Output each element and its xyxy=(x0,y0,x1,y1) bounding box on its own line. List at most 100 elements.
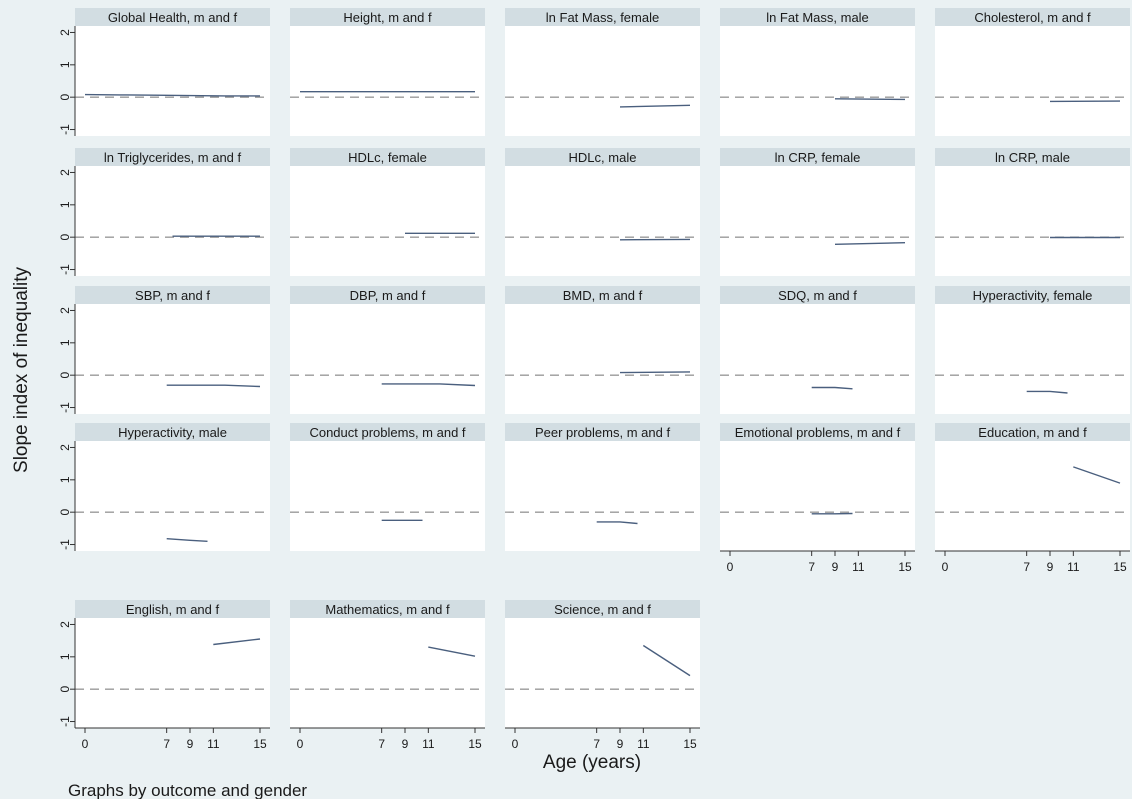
panel-strip xyxy=(935,8,1130,26)
x-tick-label: 9 xyxy=(617,737,624,751)
x-tick-label: 7 xyxy=(163,737,170,751)
series-line xyxy=(428,646,476,657)
plot-area xyxy=(505,304,700,414)
x-tick-label: 11 xyxy=(207,737,220,751)
x-tick-label: 11 xyxy=(637,737,650,751)
panels: Global Health, m and f 2 1 0 -1 Height, m and… xyxy=(58,8,1130,751)
panel: ln CRP, female xyxy=(720,148,915,276)
x-tick-label: 11 xyxy=(1067,560,1080,574)
panel-title: Hyperactivity, male xyxy=(118,425,227,440)
y-tick-label: 2 xyxy=(58,307,72,314)
panel-title: Hyperactivity, female xyxy=(973,288,1093,303)
panel: Emotional problems, m and f 0 7 9 11 15 xyxy=(720,423,915,574)
panel: English, m and f 2 1 0 -1 0 7 9 11 15 xyxy=(58,600,270,751)
y-tick-label: -1 xyxy=(58,716,72,727)
series-line xyxy=(811,386,853,390)
panel: Hyperactivity, male 2 1 0 -1 xyxy=(58,423,270,551)
x-tick-label: 15 xyxy=(253,737,267,751)
panel: ln Fat Mass, male xyxy=(720,8,915,136)
plot-area xyxy=(505,26,700,136)
panel-strip xyxy=(935,286,1130,304)
plot-area xyxy=(720,166,915,276)
panel: Education, m and f 0 7 9 11 15 xyxy=(935,423,1130,574)
panel: HDLc, male xyxy=(505,148,700,276)
y-tick-label: 2 xyxy=(58,169,72,176)
plot-area xyxy=(75,166,270,276)
x-tick-label: 15 xyxy=(1113,560,1127,574)
series-line xyxy=(381,383,476,387)
series-line xyxy=(619,104,691,108)
panel-strip xyxy=(720,148,915,166)
x-tick-label: 7 xyxy=(378,737,385,751)
x-tick-label: 11 xyxy=(422,737,435,751)
panel-title: HDLc, female xyxy=(348,150,427,165)
series-line xyxy=(166,538,208,542)
panel: Cholesterol, m and f xyxy=(935,8,1130,136)
y-tick-label: 0 xyxy=(58,509,72,516)
series-line xyxy=(166,384,261,388)
panel-title: English, m and f xyxy=(126,602,220,617)
plot-area xyxy=(505,441,700,551)
x-tick-label: 9 xyxy=(187,737,194,751)
panel-strip xyxy=(720,423,915,441)
plot-area xyxy=(75,26,270,136)
series-line xyxy=(84,93,260,97)
panel-title: Science, m and f xyxy=(554,602,651,617)
panel-strip xyxy=(505,423,700,441)
y-tick-label: 0 xyxy=(58,234,72,241)
panel-title: Cholesterol, m and f xyxy=(974,10,1091,25)
panel-title: ln CRP, male xyxy=(995,150,1070,165)
panel-title: SBP, m and f xyxy=(135,288,210,303)
x-tick-label: 11 xyxy=(852,560,865,574)
panel-title: ln CRP, female xyxy=(775,150,861,165)
panel-strip xyxy=(505,600,700,618)
panel-strip xyxy=(75,600,270,618)
panel-title: ln Fat Mass, female xyxy=(546,10,659,25)
y-tick-label: 1 xyxy=(58,476,72,483)
plot-area xyxy=(935,304,1130,414)
panel-title: Emotional problems, m and f xyxy=(735,425,901,440)
plot-area xyxy=(720,26,915,136)
panel: ln CRP, male xyxy=(935,148,1130,276)
panel-strip xyxy=(290,286,485,304)
plot-area xyxy=(75,441,270,551)
y-axis-title: Slope index of inequality xyxy=(11,267,32,473)
graphs-by-note: Graphs by outcome and gender xyxy=(68,781,307,799)
x-tick-label: 15 xyxy=(468,737,482,751)
series-line xyxy=(1026,390,1068,394)
y-tick-label: 0 xyxy=(58,372,72,379)
panel-title: Education, m and f xyxy=(978,425,1087,440)
panel-title: Conduct problems, m and f xyxy=(309,425,465,440)
panel-title: Height, m and f xyxy=(343,10,432,25)
plot-area xyxy=(935,441,1130,551)
panel-title: BMD, m and f xyxy=(563,288,643,303)
panel-title: Peer problems, m and f xyxy=(535,425,671,440)
y-tick-label: 1 xyxy=(58,653,72,660)
panel-strip xyxy=(290,8,485,26)
series-line xyxy=(1073,466,1121,484)
panel-strip xyxy=(290,600,485,618)
panel-strip xyxy=(505,286,700,304)
y-tick-label: -1 xyxy=(58,264,72,275)
y-tick-label: 2 xyxy=(58,29,72,36)
panel-strip xyxy=(720,286,915,304)
plot-area xyxy=(290,618,485,728)
x-tick-label: 0 xyxy=(512,737,519,751)
series-line xyxy=(213,638,261,646)
plot-area xyxy=(505,166,700,276)
y-tick-label: -1 xyxy=(58,124,72,135)
panel: Height, m and f xyxy=(290,8,485,136)
series-line xyxy=(596,521,638,525)
y-tick-label: 1 xyxy=(58,201,72,208)
y-tick-label: 1 xyxy=(58,339,72,346)
panel-strip xyxy=(505,148,700,166)
plot-area xyxy=(75,304,270,414)
panel: ln Fat Mass, female xyxy=(505,8,700,136)
x-tick-label: 15 xyxy=(683,737,697,751)
panel: BMD, m and f xyxy=(505,286,700,414)
plot-area xyxy=(720,441,915,551)
panel-title: ln Fat Mass, male xyxy=(766,10,869,25)
panel-title: SDQ, m and f xyxy=(778,288,857,303)
